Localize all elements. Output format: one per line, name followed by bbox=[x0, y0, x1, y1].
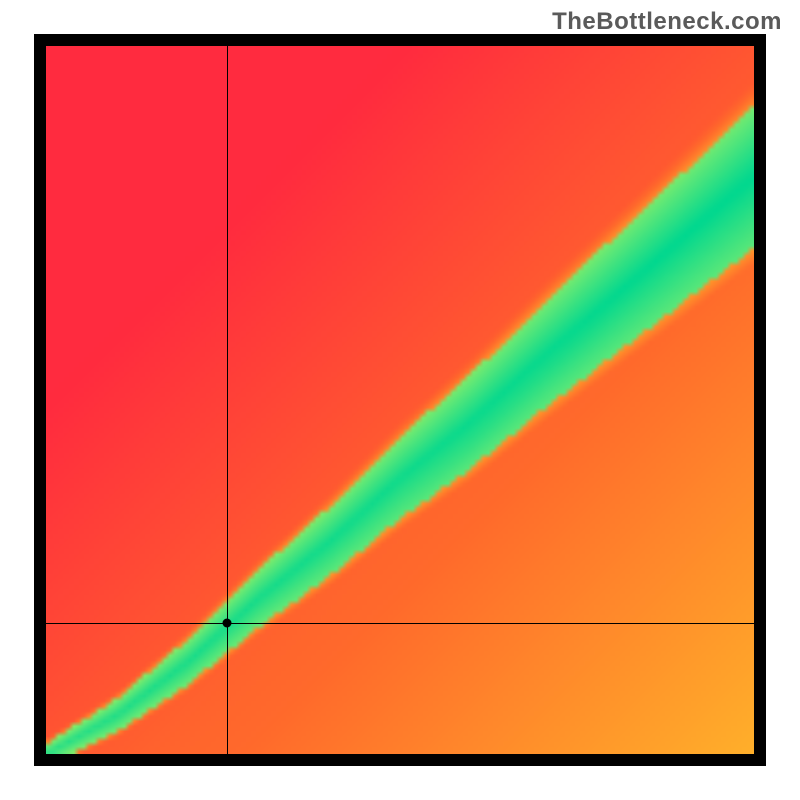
heatmap-canvas bbox=[46, 46, 754, 754]
crosshair-horizontal bbox=[46, 623, 754, 624]
chart-frame bbox=[34, 34, 766, 766]
watermark-text: TheBottleneck.com bbox=[552, 8, 782, 36]
crosshair-marker bbox=[222, 619, 231, 628]
root: TheBottleneck.com bbox=[0, 0, 800, 800]
crosshair-vertical bbox=[227, 46, 228, 754]
